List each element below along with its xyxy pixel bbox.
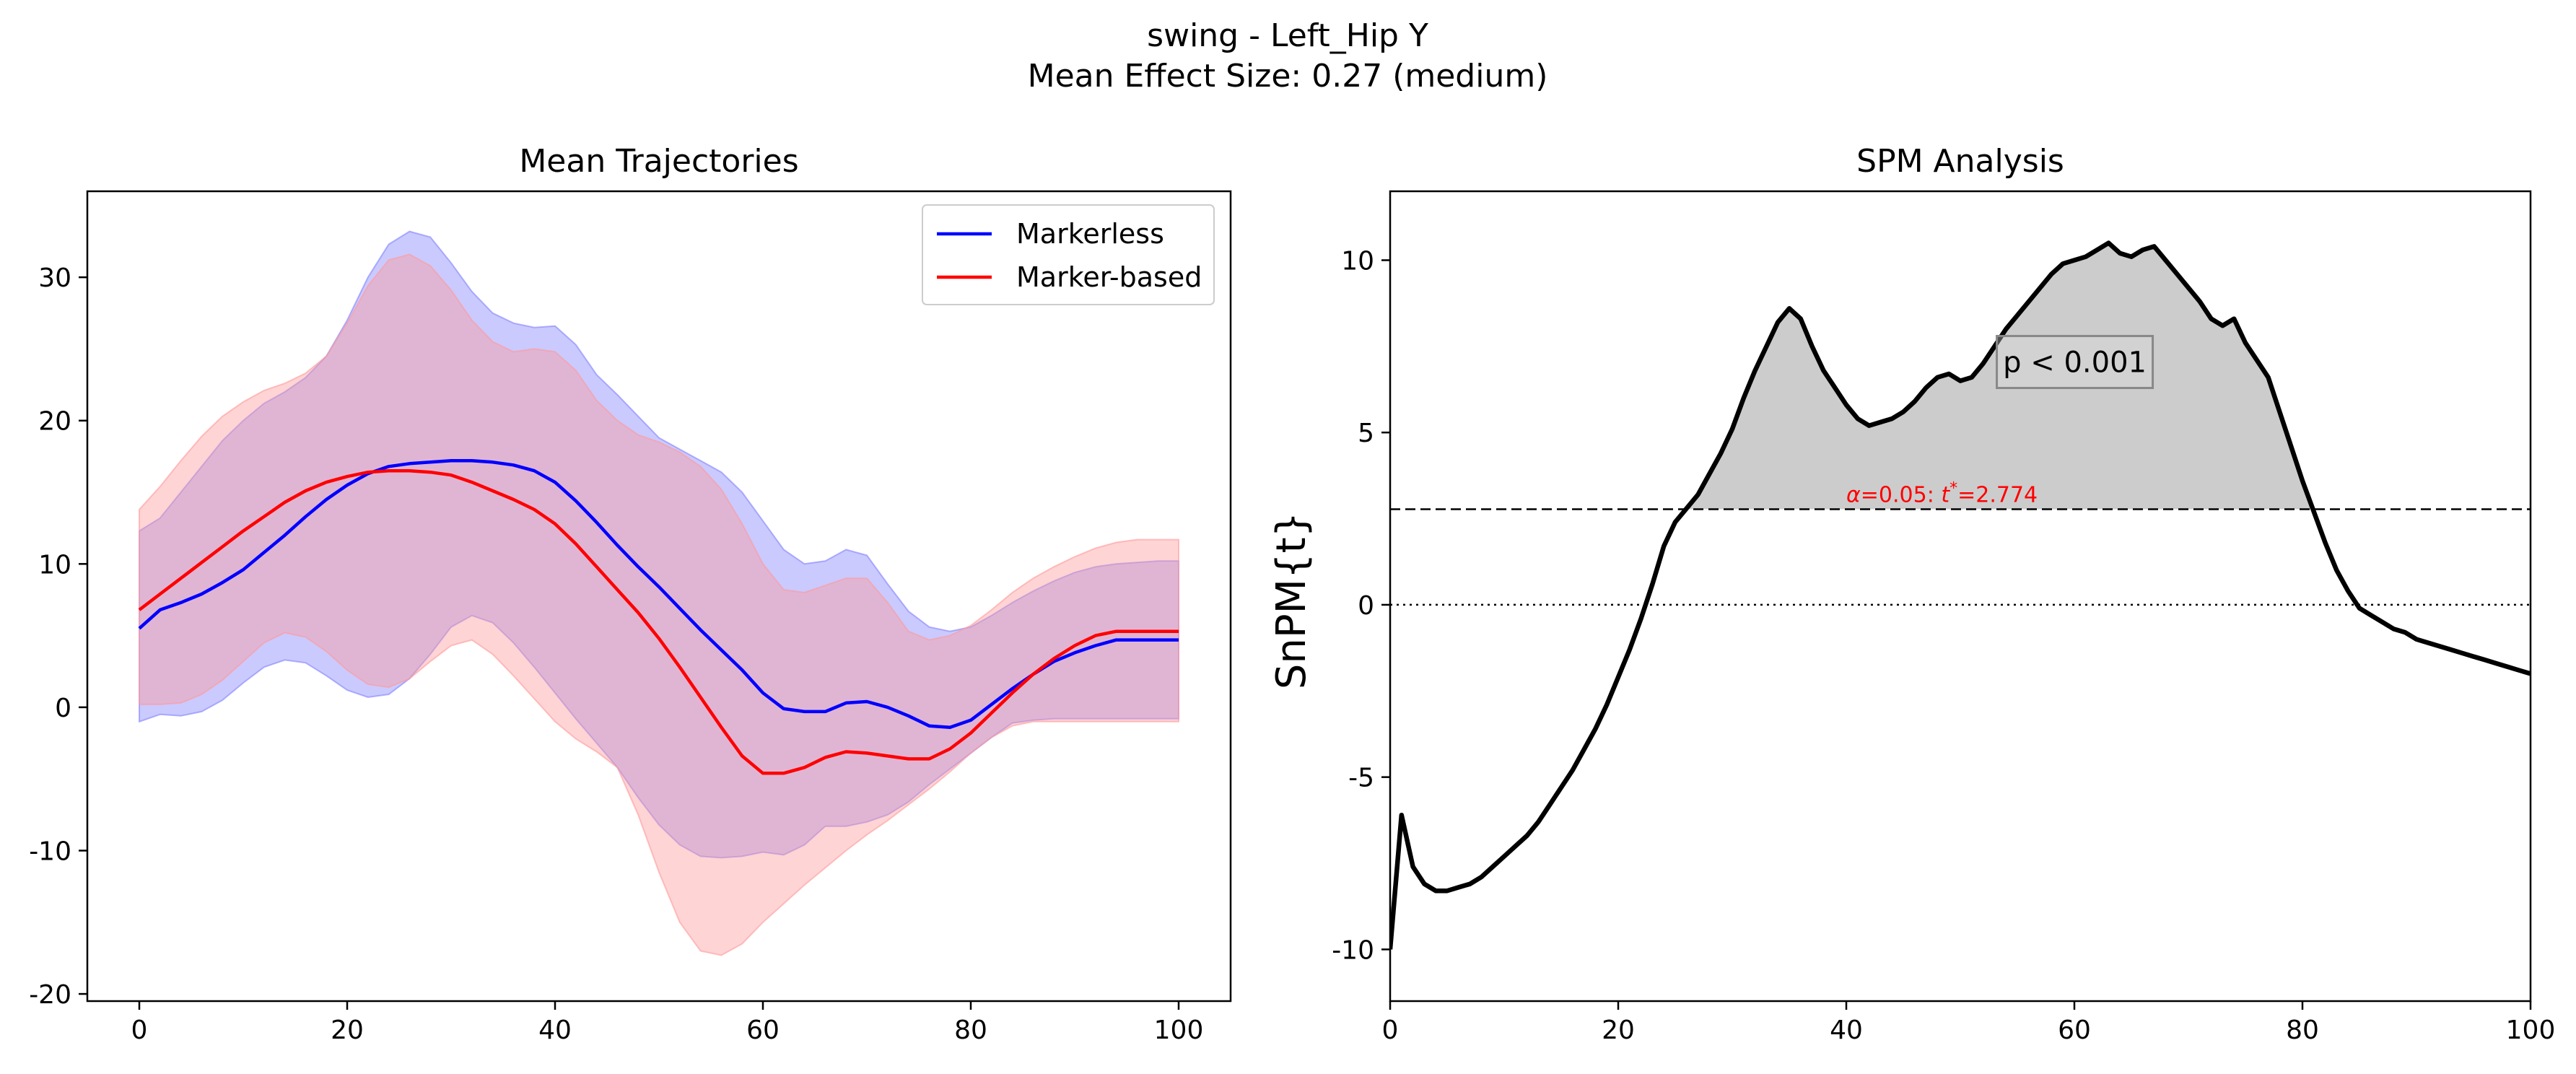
ax0-ytick-label-3: 10 bbox=[38, 550, 71, 580]
legend-label-marker-based: Marker-based bbox=[1016, 261, 1202, 293]
ax0-ytick-label-5: 30 bbox=[38, 263, 71, 293]
ax0-xtick-label-5: 100 bbox=[1154, 1016, 1204, 1045]
spm-t-curve bbox=[1390, 240, 2531, 950]
ax0-ytick-label-0: -20 bbox=[29, 980, 71, 1010]
ax1-ytick-label-4: 10 bbox=[1341, 246, 1374, 276]
ax1-xtick-label-0: 0 bbox=[1382, 1016, 1399, 1045]
sd-band-marker-based bbox=[139, 253, 1179, 956]
mean-trajectories-axes: Mean Trajectories 0 20 40 60 80 100 -20 -10 0 10… bbox=[29, 143, 1232, 1045]
ax1-y-axis: -20 -10 0 10 20 30 bbox=[29, 263, 87, 1010]
figure-suptitle-line2: Mean Effect Size: 0.27 (medium) bbox=[1028, 58, 1548, 95]
ax2-y-axis: -10 -5 0 5 10 bbox=[1332, 246, 1390, 965]
ax1-xtick-label-5: 100 bbox=[2506, 1016, 2556, 1045]
threshold-label: α=0.05: t*=2.774 bbox=[1846, 479, 2038, 507]
ax1-xtick-label-2: 40 bbox=[1830, 1016, 1863, 1045]
ax1-xtick-label-1: 20 bbox=[1602, 1016, 1635, 1045]
ax0-ytick-label-2: 0 bbox=[55, 694, 71, 723]
ax2-frame bbox=[1389, 190, 2532, 1003]
spm-analysis-axes: SPM Analysis SnPM{t} 0 20 40 60 80 100 -10-50… bbox=[1268, 143, 2555, 1045]
ax1-title: Mean Trajectories bbox=[519, 143, 798, 180]
mean-line-marker-based bbox=[138, 468, 1179, 775]
ax1-frame bbox=[86, 190, 1232, 1003]
ax1-legend: Markerless Marker-based bbox=[922, 204, 1215, 305]
ax0-xtick-label-4: 80 bbox=[954, 1016, 987, 1045]
legend-box bbox=[922, 204, 1215, 305]
suprathreshold-cluster-0 bbox=[1685, 243, 2313, 510]
p-value-label: p < 0.001 bbox=[2003, 346, 2147, 380]
ax2-ylabel: SnPM{t} bbox=[1268, 512, 1315, 689]
mean-line-markerless bbox=[138, 459, 1179, 729]
legend-label-markerless: Markerless bbox=[1016, 218, 1164, 250]
ax1-ytick-label-3: 5 bbox=[1358, 419, 1374, 448]
ax1-xtick-label-4: 80 bbox=[2286, 1016, 2319, 1045]
ax0-ytick-label-1: -10 bbox=[29, 837, 71, 866]
ax1-ytick-label-1: -5 bbox=[1348, 764, 1374, 793]
ax0-xtick-label-2: 40 bbox=[538, 1016, 572, 1045]
p-value-box bbox=[1996, 335, 2154, 390]
ax1-ytick-label-0: -10 bbox=[1332, 935, 1374, 965]
ax1-xtick-label-3: 60 bbox=[2058, 1016, 2091, 1045]
ax0-ytick-label-4: 20 bbox=[38, 407, 71, 437]
ax0-xtick-label-0: 0 bbox=[131, 1016, 148, 1045]
ax0-xtick-label-3: 60 bbox=[746, 1016, 780, 1045]
figure-suptitle-line1: swing - Left_Hip Y bbox=[1147, 17, 1428, 54]
ax1-x-axis: 0 20 40 60 80 100 bbox=[131, 1001, 1204, 1045]
ax2-x-axis: 0 20 40 60 80 100 bbox=[1382, 1001, 2556, 1045]
ax1-ytick-label-2: 0 bbox=[1358, 591, 1374, 621]
ax0-xtick-label-1: 20 bbox=[331, 1016, 364, 1045]
ax2-title: SPM Analysis bbox=[1856, 143, 2064, 180]
ax2-annotations: α=0.05: t*=2.774 p < 0.001 bbox=[1846, 335, 2154, 507]
